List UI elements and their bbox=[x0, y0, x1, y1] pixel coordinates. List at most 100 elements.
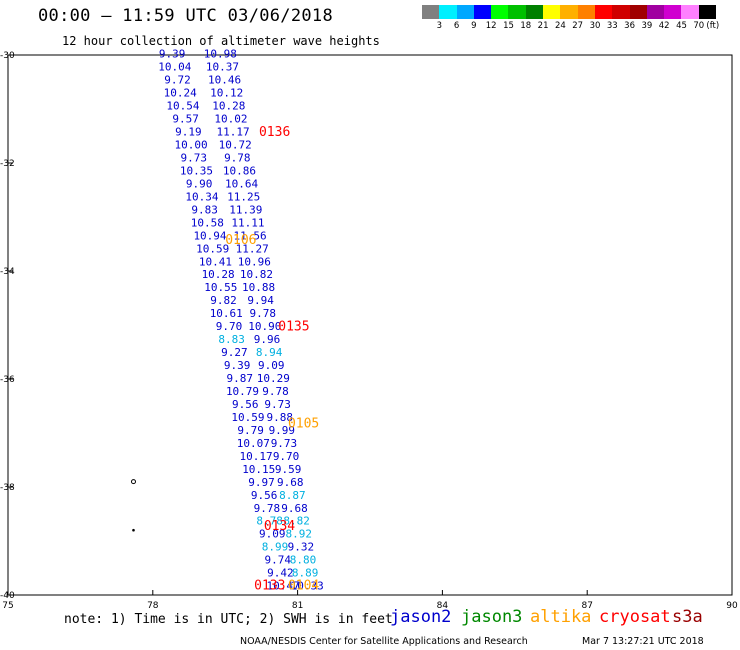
track-left-value: 8.99 bbox=[262, 541, 289, 554]
chart-title: 00:00 – 11:59 UTC 03/06/2018 bbox=[38, 6, 333, 26]
scale-swatch bbox=[560, 5, 578, 19]
scale-label: 18 bbox=[520, 21, 532, 31]
scale-swatch bbox=[543, 5, 561, 19]
track-right-value: 8.87 bbox=[279, 489, 306, 502]
track-left-value: 10.55 bbox=[204, 281, 237, 294]
track-right-value: 10.96 bbox=[238, 255, 271, 268]
track-left-value: 9.27 bbox=[221, 346, 248, 359]
scale-label: 33 bbox=[606, 21, 618, 31]
track-right-value: 10.02 bbox=[214, 113, 247, 126]
track-right-value: 8.92 bbox=[286, 528, 313, 541]
track-left-value: 9.39 bbox=[159, 48, 186, 61]
track-left-value: 10.59 bbox=[231, 411, 264, 424]
pass-time-label: 0136 bbox=[259, 125, 290, 140]
track-right-value: 10.64 bbox=[225, 177, 258, 190]
track-left-value: 10.59 bbox=[196, 242, 229, 255]
scale-swatch bbox=[491, 5, 509, 19]
marker-circle bbox=[130, 479, 136, 485]
y-tick-label-30: -30 bbox=[0, 51, 15, 61]
track-right-value: 9.78 bbox=[250, 307, 277, 320]
scale-label: 45 bbox=[676, 21, 687, 31]
pass-time-label: 0134 bbox=[264, 519, 295, 534]
pass-time-label: 0105 bbox=[288, 417, 319, 432]
scale-label: 24 bbox=[554, 21, 566, 31]
satellite-altika: altika bbox=[530, 607, 592, 627]
track-left-value: 10.41 bbox=[199, 255, 232, 268]
scale-label: 39 bbox=[641, 21, 653, 31]
track-left-value: 9.09 bbox=[259, 528, 286, 541]
scale-label: 30 bbox=[589, 21, 601, 31]
track-left-value: 10.07 bbox=[237, 437, 270, 450]
scale-label: 3 bbox=[436, 21, 443, 31]
scale-swatch bbox=[525, 5, 544, 19]
track-left-value: 10.35 bbox=[180, 164, 213, 177]
track-left-value: 9.83 bbox=[191, 203, 218, 216]
color-scale-labels: 3 6 9 12 15 18 21 24 27 30 33 36 39 42 45 70 (ft) bbox=[422, 19, 720, 31]
track-right-value: 11.27 bbox=[236, 242, 269, 255]
scale-label: 70 bbox=[693, 21, 705, 31]
pass-time-label: 0104 bbox=[288, 579, 319, 594]
track-right-value: 10.33 bbox=[291, 580, 324, 593]
satellite-s3a: s3a bbox=[672, 607, 703, 627]
color-scale-bar bbox=[422, 5, 717, 19]
scale-label: 21 bbox=[537, 21, 549, 31]
track-right-value: 10.98 bbox=[204, 48, 237, 61]
track-right-value: 9.78 bbox=[262, 385, 289, 398]
track-right-value: 10.86 bbox=[223, 164, 256, 177]
track-left-value: 10.24 bbox=[164, 87, 197, 100]
plot-frame bbox=[7, 54, 733, 596]
track-right-value: 9.96 bbox=[254, 333, 281, 346]
track-left-value: 10.79 bbox=[226, 385, 259, 398]
scale-label: 42 bbox=[658, 21, 670, 31]
y-tick-label-36: -36 bbox=[0, 375, 15, 385]
marker-dot bbox=[132, 528, 135, 532]
generation-timestamp: Mar 7 13:27:21 UTC 2018 bbox=[582, 636, 704, 647]
track-left-value: 9.97 bbox=[248, 476, 275, 489]
track-left-value: 10.28 bbox=[202, 268, 235, 281]
track-left-value: 9.79 bbox=[237, 424, 264, 437]
track-right-value: 9.73 bbox=[264, 398, 291, 411]
track-right-value: 10.82 bbox=[240, 268, 273, 281]
y-tick-label-32: -32 bbox=[0, 159, 15, 169]
pass-time-label: 0106 bbox=[225, 233, 256, 248]
pass-time-label: 0135 bbox=[278, 319, 309, 334]
scale-swatch bbox=[612, 5, 630, 19]
track-right-value: 9.68 bbox=[281, 502, 308, 515]
scale-label: 12 bbox=[485, 21, 497, 31]
chart-subtitle: 12 hour collection of altimeter wave hei… bbox=[62, 34, 380, 48]
track-left-value: 9.56 bbox=[251, 489, 278, 502]
track-left-value: 9.39 bbox=[224, 359, 251, 372]
scale-swatch bbox=[508, 5, 526, 19]
satellite-jason3: jason3 bbox=[461, 607, 523, 627]
track-right-value: 10.29 bbox=[257, 372, 290, 385]
track-left-value: 9.78 bbox=[254, 502, 281, 515]
track-right-value: 9.78 bbox=[224, 151, 251, 164]
track-right-value: 9.94 bbox=[247, 294, 274, 307]
footnote: note: 1) Time is in UTC; 2) SWH is in fe… bbox=[64, 612, 393, 627]
track-right-value: 10.88 bbox=[242, 281, 275, 294]
track-right-value: 9.32 bbox=[288, 541, 315, 554]
track-right-value: 11.39 bbox=[229, 203, 262, 216]
scale-swatch bbox=[698, 5, 717, 19]
track-right-value: 10.12 bbox=[210, 87, 243, 100]
satellite-jason2: jason2 bbox=[390, 607, 452, 627]
x-tick-label-84: 84 bbox=[437, 601, 449, 611]
y-tick-label-34: -34 bbox=[0, 267, 15, 277]
x-tick-label-87: 87 bbox=[581, 601, 592, 611]
scale-label: 15 bbox=[503, 21, 514, 31]
track-left-value: 9.42 bbox=[267, 567, 294, 580]
track-right-value: 10.37 bbox=[206, 61, 239, 74]
track-left-value: 9.87 bbox=[227, 372, 254, 385]
x-tick-label-78: 78 bbox=[147, 601, 159, 611]
track-left-value: 9.72 bbox=[164, 74, 191, 87]
track-left-value: 8.83 bbox=[218, 333, 245, 346]
scale-swatch bbox=[439, 5, 457, 19]
scale-swatch bbox=[664, 5, 682, 19]
track-right-value: 8.82 bbox=[283, 515, 310, 528]
track-left-value: 10.47 bbox=[267, 580, 300, 593]
y-tick-label-40: -40 bbox=[0, 591, 15, 601]
scale-swatch bbox=[681, 5, 699, 19]
scale-swatch bbox=[646, 5, 665, 19]
track-left-value: 9.70 bbox=[216, 320, 243, 333]
track-right-value: 9.73 bbox=[271, 437, 298, 450]
